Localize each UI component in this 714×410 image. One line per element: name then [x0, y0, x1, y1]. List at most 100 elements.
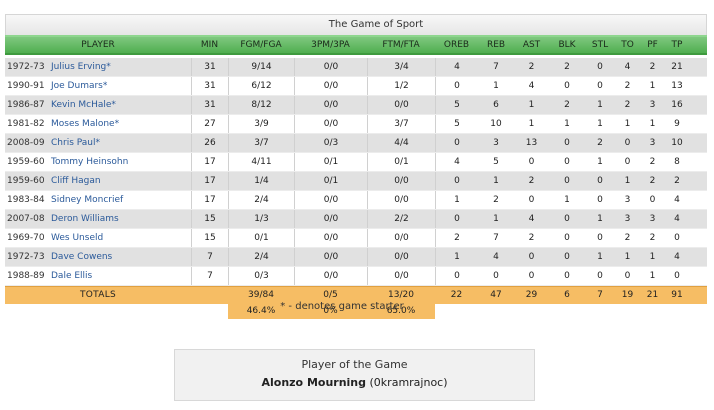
- totals-tp: 91: [671, 290, 683, 300]
- blk: 0: [564, 81, 570, 91]
- fg-percentage: 46.4%: [228, 304, 294, 319]
- min: 31: [191, 77, 228, 95]
- stl: 0: [597, 271, 603, 281]
- player-link[interactable]: Dave Cowens: [51, 252, 113, 262]
- player-link[interactable]: Tommy Heinsohn: [51, 157, 129, 167]
- potg-player: Alonzo Mourning (0kramrajnoc): [175, 376, 534, 389]
- oreb: 5: [435, 115, 478, 133]
- stl: 2: [597, 138, 603, 148]
- player-link[interactable]: Kevin McHale*: [51, 100, 116, 110]
- fgm-fga: 1/4: [228, 172, 294, 190]
- to: 0: [624, 271, 631, 281]
- pf: 2: [649, 176, 656, 186]
- blk: 0: [564, 138, 570, 148]
- min: 27: [191, 115, 228, 133]
- player-link[interactable]: Chris Paul*: [51, 138, 100, 148]
- oreb: 0: [435, 134, 478, 152]
- tp: 4: [674, 195, 680, 205]
- tp: 2: [674, 176, 680, 186]
- to: 3: [624, 214, 631, 224]
- 3pm-3pa: 0/0: [294, 77, 367, 95]
- table-row: 1972-73 Dave Cowens 7 2/4 0/0 0/0 1 4 0 0…: [5, 248, 707, 267]
- player-link[interactable]: Julius Erving*: [51, 62, 111, 72]
- to: 2: [624, 81, 631, 91]
- ast: 13: [525, 138, 538, 148]
- ftm-fta: 0/0: [367, 96, 435, 114]
- reb: 0: [493, 271, 499, 281]
- table-row: 2008-09 Chris Paul* 26 3/7 0/3 4/4 0 3 13…: [5, 134, 707, 153]
- min: 17: [191, 153, 228, 171]
- stl: 0: [597, 233, 603, 243]
- player-link[interactable]: Joe Dumars*: [51, 81, 108, 91]
- col-blk: BLK: [558, 40, 576, 50]
- reb: 7: [493, 233, 499, 243]
- blk: 0: [564, 157, 570, 167]
- reb: 1: [493, 176, 499, 186]
- fgm-fga: 8/12: [228, 96, 294, 114]
- tp: 4: [674, 252, 680, 262]
- 3pm-3pa: 0/0: [294, 210, 367, 228]
- ast: 2: [528, 233, 535, 243]
- col-tp: TP: [671, 40, 683, 50]
- col-reb: REB: [486, 40, 506, 50]
- stl: 1: [597, 252, 603, 262]
- ast: 4: [528, 81, 535, 91]
- season: 1969-70: [7, 233, 45, 243]
- oreb: 0: [435, 172, 478, 190]
- season: 1972-73: [7, 252, 45, 262]
- player-link[interactable]: Wes Unseld: [51, 233, 104, 243]
- season: 1959-60: [7, 157, 45, 167]
- blk: 1: [564, 195, 570, 205]
- to: 2: [624, 100, 631, 110]
- to: 1: [624, 176, 631, 186]
- totals-reb: 47: [490, 290, 502, 300]
- pf: 2: [649, 233, 656, 243]
- player-link[interactable]: Deron Williams: [51, 214, 119, 224]
- totals-stl: 7: [597, 290, 603, 300]
- stl: 1: [597, 214, 603, 224]
- box-score: The Game of Sport PLAYER MIN FGM/FGA 3PM…: [5, 14, 707, 319]
- fgm-fga: 6/12: [228, 77, 294, 95]
- starter-note: * - denotes game starter: [280, 301, 404, 312]
- reb: 1: [493, 214, 499, 224]
- totals-fgm-fga: 39/84: [248, 290, 274, 300]
- table-row: 1959-60 Cliff Hagan 17 1/4 0/1 0/0 0 1 2 …: [5, 172, 707, 191]
- ast: 0: [528, 271, 535, 281]
- ast: 0: [528, 252, 535, 262]
- season: 1986-87: [7, 100, 45, 110]
- totals-blk: 6: [564, 290, 570, 300]
- potg-label: Player of the Game: [301, 358, 408, 371]
- min: 7: [191, 248, 228, 266]
- ftm-fta: 0/0: [367, 229, 435, 247]
- fgm-fga: 1/3: [228, 210, 294, 228]
- totals-label: TOTALS: [79, 290, 117, 300]
- table-row: 1972-73 Julius Erving* 31 9/14 0/0 3/4 4 …: [5, 58, 707, 77]
- pf: 0: [649, 195, 656, 205]
- player-link[interactable]: Cliff Hagan: [51, 176, 101, 186]
- player-link[interactable]: Moses Malone*: [51, 119, 120, 129]
- blk: 0: [564, 271, 570, 281]
- fgm-fga: 3/9: [228, 115, 294, 133]
- totals-pf: 21: [646, 290, 659, 300]
- to: 0: [624, 138, 631, 148]
- min: 31: [191, 58, 228, 76]
- ast: 4: [528, 214, 535, 224]
- totals-row: TOTALS 39/84 0/5 13/20 22 47 29 6 7 19 2…: [5, 286, 707, 304]
- blk: 1: [564, 119, 570, 129]
- player-link[interactable]: Dale Ellis: [51, 271, 93, 281]
- season: 1959-60: [7, 176, 45, 186]
- reb: 6: [493, 100, 499, 110]
- pf: 1: [649, 119, 656, 129]
- min: 15: [191, 210, 228, 228]
- oreb: 0: [435, 267, 478, 285]
- table-row: 1986-87 Kevin McHale* 31 8/12 0/0 0/0 5 6…: [5, 96, 707, 115]
- reb: 4: [493, 252, 499, 262]
- 3pm-3pa: 0/0: [294, 191, 367, 209]
- ftm-fta: 0/0: [367, 267, 435, 285]
- player-link[interactable]: Sidney Moncrief: [51, 195, 124, 205]
- potg-name: Alonzo Mourning: [261, 376, 367, 389]
- stl: 1: [597, 119, 603, 129]
- min: 7: [191, 267, 228, 285]
- ast: 2: [528, 62, 535, 72]
- col-player: PLAYER: [81, 40, 115, 50]
